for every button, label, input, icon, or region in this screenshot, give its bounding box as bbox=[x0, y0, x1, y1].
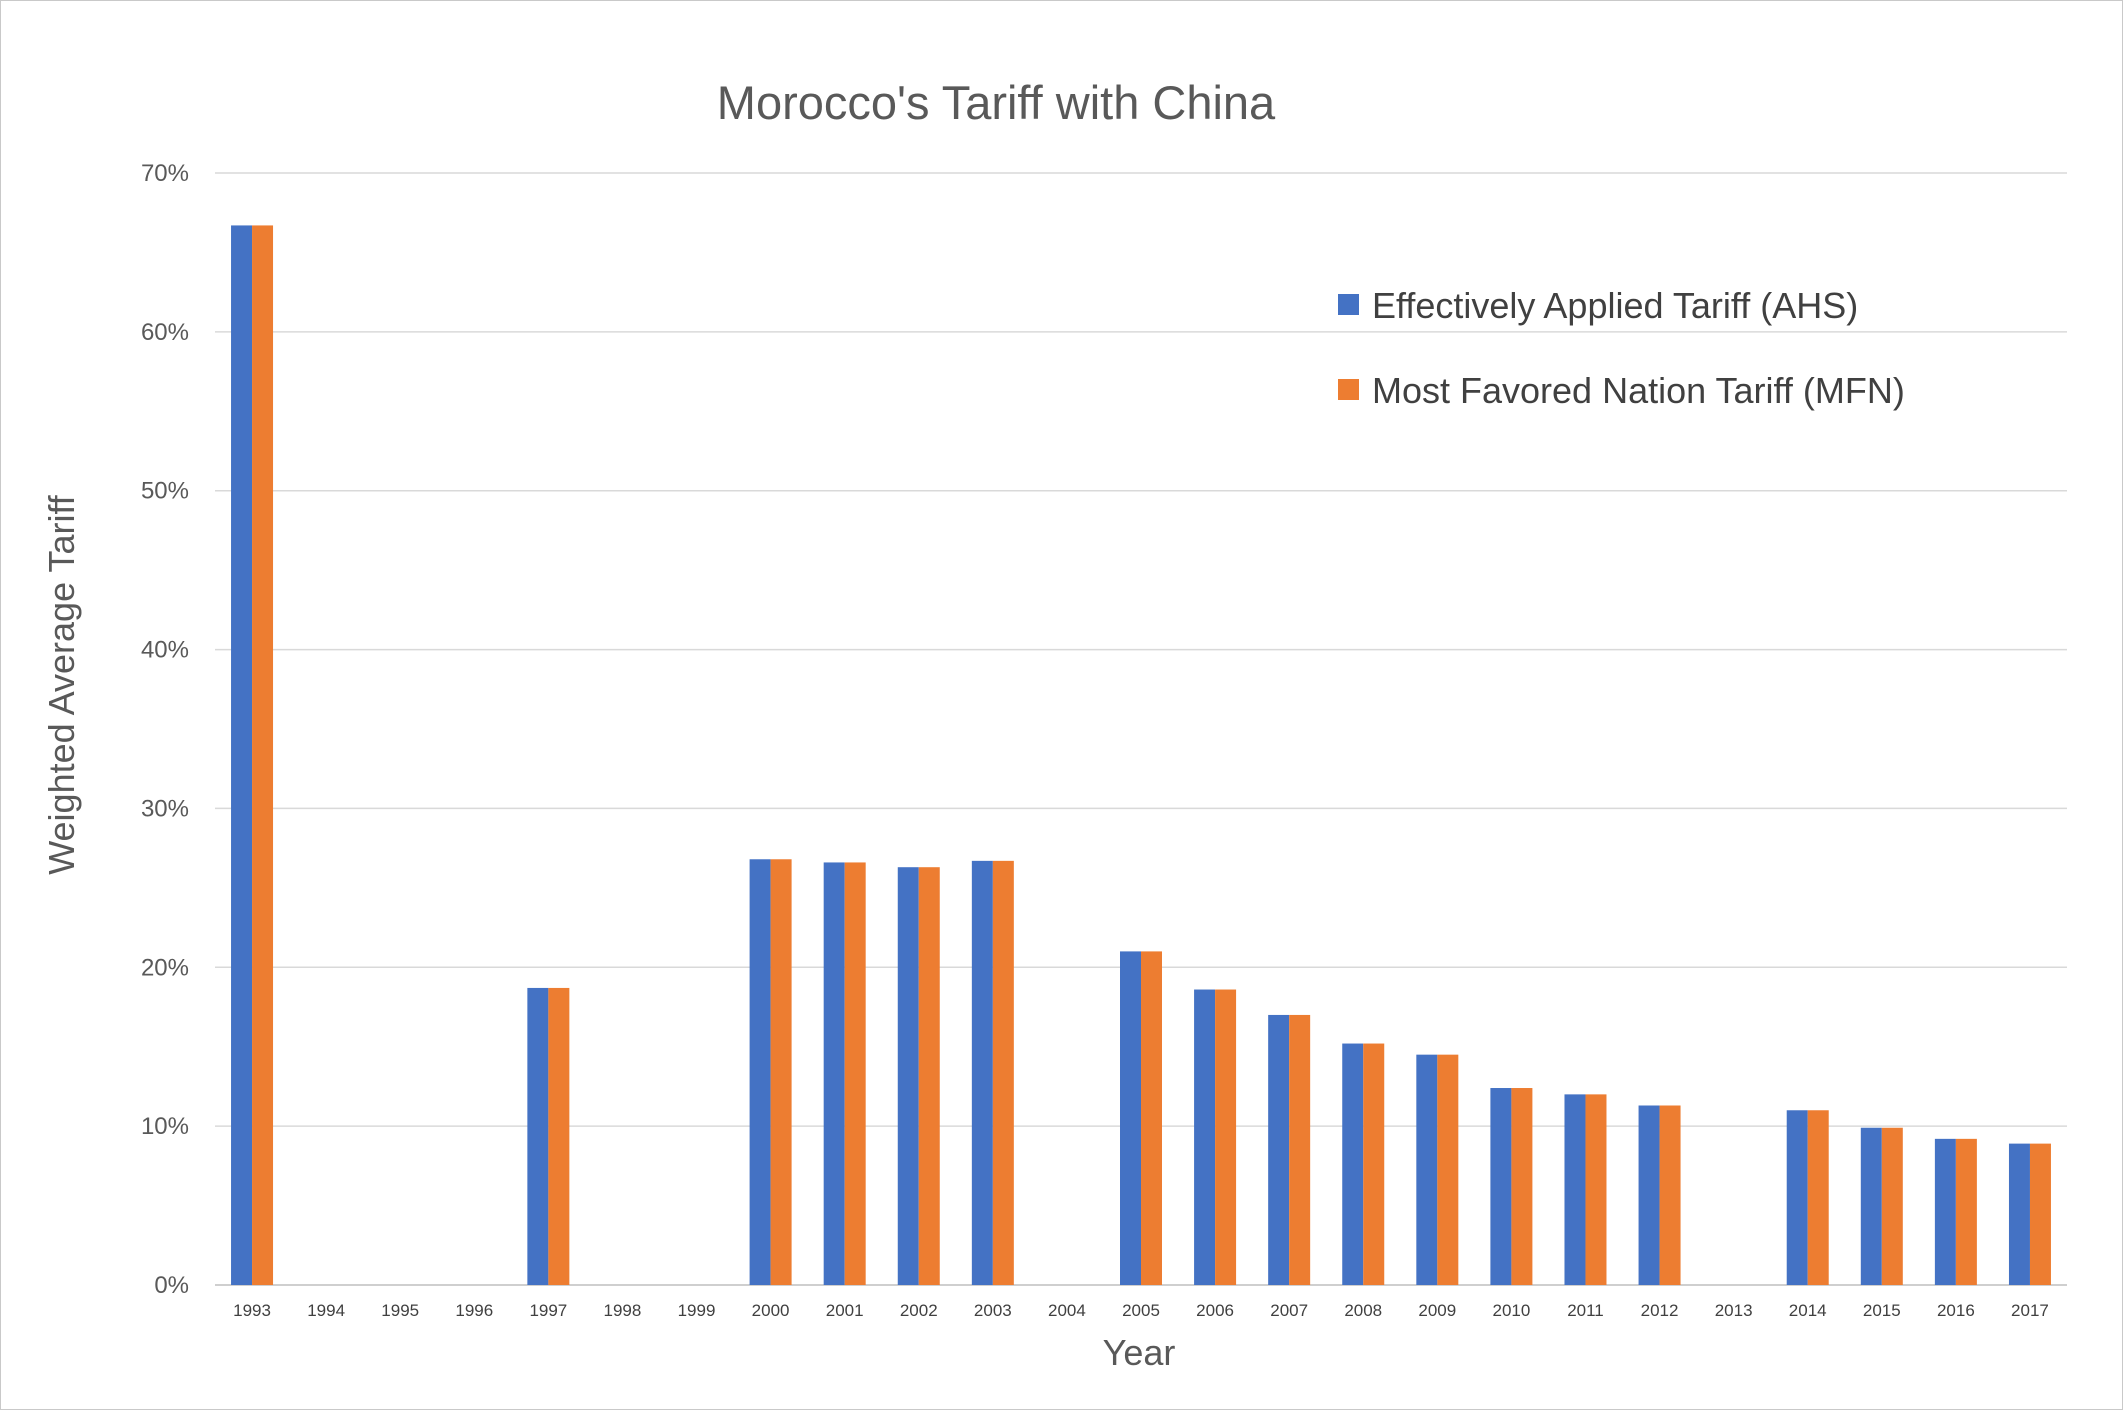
bar bbox=[2008, 1143, 2030, 1285]
x-tick-label: 2012 bbox=[1641, 1301, 1679, 1320]
y-tick-labels: 0% 10% 20% 30% 40% 50% 60% 70% bbox=[141, 160, 189, 1299]
bar bbox=[2029, 1143, 2051, 1285]
bar bbox=[231, 225, 253, 1285]
bar bbox=[1564, 1094, 1586, 1285]
legend-label: Effectively Applied Tariff (AHS) bbox=[1372, 285, 1858, 326]
bar bbox=[1215, 989, 1237, 1285]
bar bbox=[1511, 1088, 1533, 1285]
bar bbox=[1289, 1014, 1311, 1285]
bar bbox=[1585, 1094, 1607, 1285]
bar bbox=[971, 860, 993, 1285]
legend-swatch bbox=[1338, 379, 1359, 400]
x-tick-label: 2007 bbox=[1270, 1301, 1308, 1320]
x-tick-label: 1994 bbox=[307, 1301, 345, 1320]
bar bbox=[770, 859, 792, 1285]
bar bbox=[527, 987, 549, 1285]
bar bbox=[1141, 951, 1162, 1285]
y-tick-label: 40% bbox=[141, 637, 189, 664]
x-tick-label: 2002 bbox=[900, 1301, 938, 1320]
y-tick-label: 60% bbox=[141, 319, 189, 346]
x-tick-label: 2009 bbox=[1418, 1301, 1456, 1320]
bar bbox=[992, 860, 1014, 1285]
bar bbox=[823, 862, 845, 1285]
legend-swatch bbox=[1338, 294, 1359, 315]
y-tick-label: 10% bbox=[141, 1113, 189, 1140]
x-tick-label: 2001 bbox=[826, 1301, 864, 1320]
x-axis-title: Year bbox=[1103, 1332, 1176, 1373]
x-tick-label: 1998 bbox=[604, 1301, 642, 1320]
legend: Effectively Applied Tariff (AHS) Most Fav… bbox=[1338, 285, 1905, 411]
x-tick-label: 2004 bbox=[1048, 1301, 1086, 1320]
bar bbox=[1120, 951, 1141, 1285]
bar bbox=[1807, 1110, 1829, 1285]
x-tick-label: 2011 bbox=[1567, 1301, 1604, 1320]
bar bbox=[1638, 1105, 1660, 1285]
bar bbox=[252, 225, 274, 1285]
bar bbox=[1881, 1127, 1903, 1285]
chart-title: Morocco's Tariff with China bbox=[717, 76, 1276, 129]
bar bbox=[1490, 1088, 1512, 1285]
y-tick-label: 20% bbox=[141, 954, 189, 981]
legend-label: Most Favored Nation Tariff (MFN) bbox=[1372, 370, 1905, 411]
x-tick-labels: 1993 1994 1995 1996 1997 1998 1999 2000 2001 2002… bbox=[233, 1301, 2049, 1320]
bar bbox=[1363, 1043, 1385, 1285]
bar bbox=[1416, 1054, 1438, 1285]
y-tick-label: 50% bbox=[141, 478, 189, 505]
y-tick-label: 30% bbox=[141, 795, 189, 822]
x-tick-label: 2013 bbox=[1715, 1301, 1753, 1320]
bar bbox=[1437, 1054, 1459, 1285]
y-tick-label: 70% bbox=[141, 160, 189, 187]
x-tick-label: 2008 bbox=[1344, 1301, 1382, 1320]
x-tick-label: 1997 bbox=[529, 1301, 567, 1320]
bar bbox=[1194, 989, 1216, 1285]
bar bbox=[749, 859, 771, 1285]
bar bbox=[548, 987, 570, 1285]
x-tick-label: 1999 bbox=[678, 1301, 716, 1320]
y-tick-label: 0% bbox=[154, 1272, 189, 1299]
bar bbox=[1934, 1138, 1956, 1285]
x-tick-label: 2003 bbox=[974, 1301, 1012, 1320]
y-axis-title: Weighted Average Tariff bbox=[41, 494, 82, 875]
x-tick-label: 2016 bbox=[1937, 1301, 1975, 1320]
x-tick-label: 1996 bbox=[455, 1301, 493, 1320]
bar bbox=[844, 862, 866, 1285]
x-tick-label: 2000 bbox=[752, 1301, 790, 1320]
bar bbox=[1955, 1138, 1977, 1285]
bars bbox=[231, 225, 2051, 1285]
x-tick-label: 2017 bbox=[2011, 1301, 2049, 1320]
x-tick-label: 2005 bbox=[1122, 1301, 1160, 1320]
x-tick-label: 2006 bbox=[1196, 1301, 1234, 1320]
bar bbox=[1659, 1105, 1681, 1285]
x-tick-label: 2015 bbox=[1863, 1301, 1901, 1320]
bar bbox=[1268, 1014, 1290, 1285]
x-tick-label: 1993 bbox=[233, 1301, 271, 1320]
x-tick-label: 2014 bbox=[1789, 1301, 1827, 1320]
x-tick-label: 1995 bbox=[381, 1301, 419, 1320]
bar bbox=[918, 867, 940, 1285]
bar bbox=[1860, 1127, 1882, 1285]
bar bbox=[897, 867, 919, 1285]
x-tick-label: 2010 bbox=[1492, 1301, 1530, 1320]
bar bbox=[1786, 1110, 1808, 1285]
bar bbox=[1342, 1043, 1364, 1285]
